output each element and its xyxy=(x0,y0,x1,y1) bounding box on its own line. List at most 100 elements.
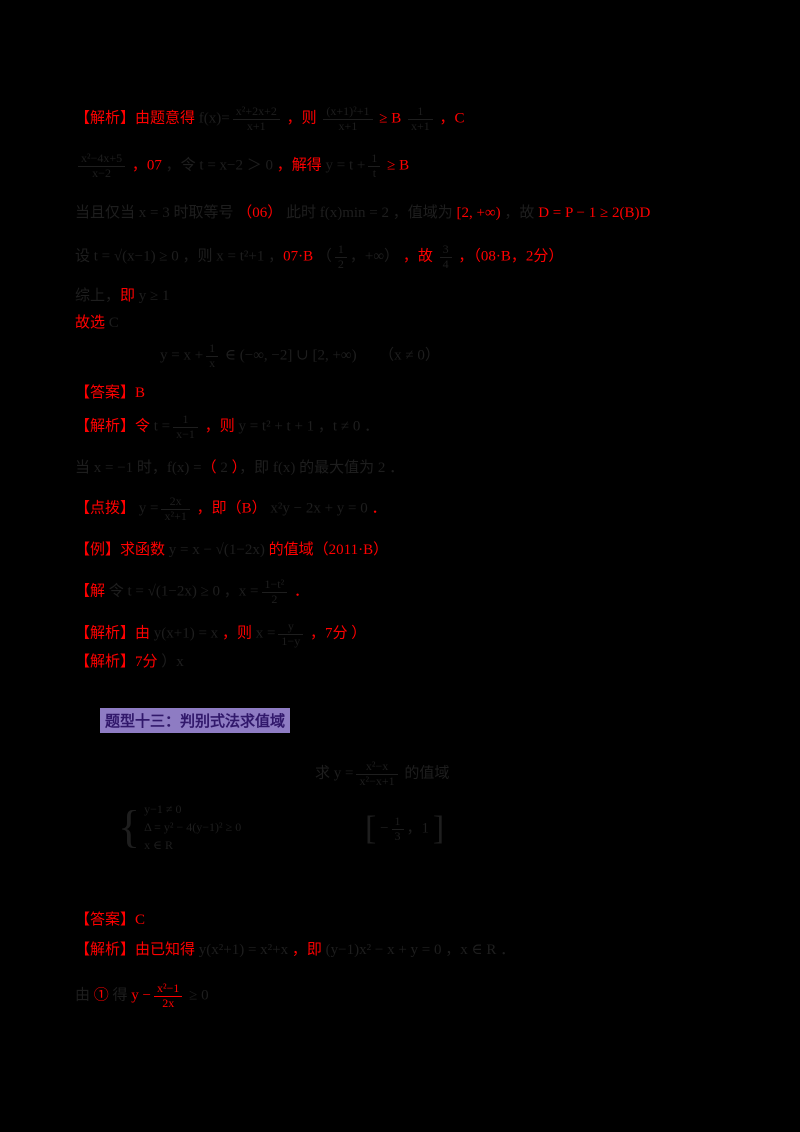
doc-line: 设 t = √(x−1) ≥ 0 ，则 x = t²+1 ，07·B （1 2 ，+… xyxy=(75,242,564,272)
text-run: ≥ B xyxy=(383,157,410,174)
text-run: y = t + xyxy=(325,157,366,174)
text-run: (y−1)x² − x + y = 0 ，x ∈ R ． xyxy=(325,942,516,958)
text-run: （x ≠ 0） xyxy=(356,347,440,364)
doc-line: 当 x = −1 时，f(x) =（ 2 ），即 f(x) 的最大值为 2 ． xyxy=(75,458,404,478)
doc-line: 【解析】7分 ）x xyxy=(75,652,184,672)
fraction: x²−1 2x xyxy=(154,981,183,1011)
text-run: 综上， xyxy=(75,288,121,304)
text-run: 的值域（2011·B） xyxy=(264,542,389,558)
text-run: ，（08·B，2分） xyxy=(454,248,564,265)
doc-line: 【答案】B xyxy=(75,383,145,403)
text-run: x²y − 2x + y = 0 xyxy=(270,500,368,517)
text-run: 【答案】B xyxy=(75,385,146,401)
system-row: Δ = y² − 4(y−1)² ≥ 0 xyxy=(144,820,242,834)
text-run: ，故 xyxy=(399,248,437,265)
fraction: 1−t² 2 xyxy=(261,577,288,607)
text-run: ≥ B xyxy=(375,110,405,127)
system-row: x ∈ R xyxy=(144,838,173,852)
text-run: ，则 xyxy=(200,418,239,435)
text-run: ≥ 0 xyxy=(185,987,209,1004)
text-run: 当且仅当 x = 3 时取等号 xyxy=(75,205,234,221)
text-run: ，则 xyxy=(282,110,321,127)
text-run: ，即（B） xyxy=(192,500,271,517)
text-run: ，即 xyxy=(288,942,326,958)
system-rows: y−1 ≠ 0 Δ = y² − 4(y−1)² ≥ 0 x ∈ R xyxy=(144,800,241,854)
bracket-glyph: [ xyxy=(365,810,377,847)
text-run: ，则 xyxy=(218,625,256,642)
text-run: ，即 f(x) 的最大值为 2 ． xyxy=(239,460,405,476)
doc-line: 【解析】由题意得 f(x)= x²+2x+2 x+1 ，则 (x+1)²+1 x+1 … xyxy=(75,104,465,134)
text-run: y = xyxy=(135,500,159,517)
text-run: D = P − 1 ≥ 2(B)D xyxy=(538,205,651,221)
doc-line: 由 ① 得 y − x²−1 2x ≥ 0 xyxy=(75,981,209,1011)
text-run: y − xyxy=(131,987,152,1004)
text-run: （ xyxy=(316,248,332,265)
doc-line: 【解 令 t = √(1−2x) ≥ 0 ，x = 1−t² 2 ． xyxy=(75,577,309,607)
fraction: x²+2x+2 x+1 xyxy=(232,104,280,134)
text-run: t = xyxy=(153,418,171,435)
text-run: [2, +∞) xyxy=(452,205,505,221)
text-run: C xyxy=(108,315,119,331)
text-run: ，7分 ） xyxy=(306,625,367,642)
text-run: 07·B xyxy=(283,248,317,265)
text-run: ，C xyxy=(435,110,465,127)
text-run: ． xyxy=(290,583,309,600)
doc-line: 【答案】C xyxy=(75,910,145,930)
fraction: 2x x²+1 xyxy=(161,494,190,524)
text-run: ，1 xyxy=(406,820,433,837)
doc-line: 【解析】令 t = 1 x−1 ，则 y = t² + t + 1 ，t ≠ 0 ． xyxy=(75,412,379,442)
text-run: 的值域 xyxy=(400,765,450,782)
doc-line: 【解析】由已知得 y(x²+1) = x²+x ，即 (y−1)x² − x +… xyxy=(75,940,515,960)
text-run: （ xyxy=(201,460,221,476)
doc-line: {y−1 ≠ 0 Δ = y² − 4(y−1)² ≥ 0 x ∈ R xyxy=(118,800,241,854)
text-run: f(x)= xyxy=(198,110,230,127)
text-run: 得 xyxy=(112,987,132,1004)
doc-line: 故选 C xyxy=(75,313,119,333)
fraction: 1 x+1 xyxy=(408,104,433,134)
text-run: 【解析】由 xyxy=(75,625,154,642)
text-run: ． xyxy=(367,500,387,517)
text-run: ，令 t = x−2 ＞ 0 xyxy=(165,157,273,174)
text-run: ，07 xyxy=(128,157,166,174)
text-run: 求 y = xyxy=(315,765,354,782)
text-run: ∈ (−∞, −2] ∪ [2, +∞) xyxy=(221,347,357,364)
bracket-glyph: ] xyxy=(432,810,445,847)
text-run: 【答案】C xyxy=(75,912,146,928)
text-run: ① xyxy=(93,987,113,1004)
text-run: ，+∞） xyxy=(349,248,400,265)
text-run: y = x + xyxy=(160,347,204,364)
doc-line: 求 y = x²−x x²−x+1 的值域 xyxy=(315,759,450,789)
text-run: 【例】求函数 xyxy=(75,542,169,558)
doc-line: 【点拨】 y = 2x x²+1 ，即（B） x²y − 2x + y = 0 ． xyxy=(75,494,387,524)
doc-line: x²−4x+5 x−2 ，07 ，令 t = x−2 ＞ 0 ，解得 y = t … xyxy=(75,151,410,181)
equation-system: {y−1 ≠ 0 Δ = y² − 4(y−1)² ≥ 0 x ∈ R xyxy=(118,800,241,854)
text-run: ，故 xyxy=(504,205,539,221)
doc-line: 当且仅当 x = 3 时取等号 （06） 此时 f(x)min = 2 ，值域为… xyxy=(75,203,650,223)
doc-line: 综上，即 y ≥ 1 xyxy=(75,286,170,306)
text-run: y(x+1) = x xyxy=(153,625,219,642)
text-run: y(x²+1) = x²+x xyxy=(198,942,289,958)
section-heading: 题型十三：判别式法求值域 xyxy=(100,708,291,733)
text-run: 【解析】令 xyxy=(75,418,154,435)
text-run: 故选 xyxy=(75,315,109,331)
doc-line: 【例】求函数 y = x − √(1−2x) 的值域（2011·B） xyxy=(75,540,388,560)
text-run: 即 xyxy=(120,288,139,304)
doc-line: [ −1 3 ，1 ] xyxy=(365,812,444,846)
system-row: y−1 ≠ 0 xyxy=(144,802,182,816)
text-run: 当 x = −1 时，f(x) = xyxy=(75,460,202,476)
doc-line: y = x +1 x ∈ (−∞, −2] ∪ [2, +∞) （x ≠ 0） xyxy=(160,341,440,371)
fraction: 1 x−1 xyxy=(173,412,198,442)
fraction: y 1−y xyxy=(278,619,304,649)
brace-glyph: { xyxy=(118,801,141,853)
text-run: y = x − √(1−2x) xyxy=(168,542,265,558)
fraction: x²−4x+5 x−2 xyxy=(78,151,126,181)
text-run: 由 xyxy=(75,987,94,1004)
text-run: 设 t = √(x−1) ≥ 0 ，则 x = t²+1 ， xyxy=(75,248,284,265)
text-run: 【解析】由题意得 xyxy=(75,110,199,127)
text-run: ，解得 xyxy=(273,157,326,174)
